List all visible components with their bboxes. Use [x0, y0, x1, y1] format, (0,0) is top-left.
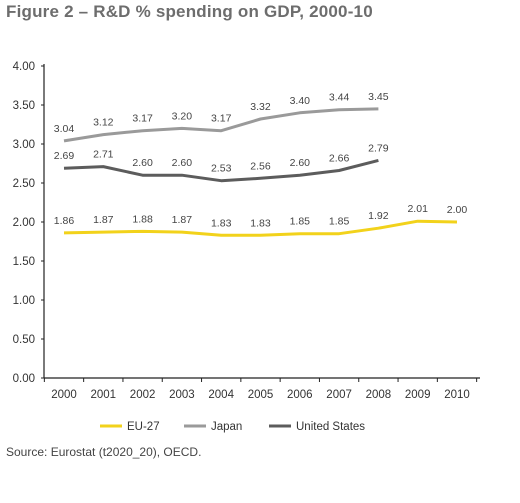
data-label-eu-27: 1.92 [368, 210, 389, 222]
data-label-eu-27: 1.85 [290, 216, 311, 228]
source-note: Source: Eurostat (t2020_20), OECD. [6, 445, 202, 459]
data-label-united-states: 2.56 [250, 160, 271, 172]
data-label-japan: 3.17 [211, 113, 232, 125]
y-tick-label: 1.00 [13, 295, 35, 307]
x-tick-label: 2006 [287, 389, 313, 401]
y-tick-label: 3.50 [13, 100, 35, 112]
data-label-united-states: 2.79 [368, 142, 389, 154]
data-label-united-states: 2.66 [329, 153, 350, 165]
x-tick-label: 2004 [208, 389, 234, 401]
data-label-united-states: 2.60 [290, 157, 311, 169]
x-tick-label: 2010 [444, 389, 470, 401]
data-label-eu-27: 1.85 [329, 216, 350, 228]
data-label-japan: 3.12 [93, 117, 114, 129]
series-line-united-states [63, 158, 379, 183]
series-lines [63, 107, 458, 237]
x-tick-label: 2007 [326, 389, 352, 401]
series-line-eu-27 [63, 219, 458, 237]
y-tick-label: 2.00 [13, 217, 35, 229]
data-label-japan: 3.17 [132, 113, 153, 125]
legend-label-united-states: United States [296, 421, 365, 433]
data-label-eu-27: 1.88 [132, 213, 153, 225]
data-label-united-states: 2.60 [172, 157, 193, 169]
y-tick-label: 0.00 [13, 373, 35, 385]
data-label-japan: 3.04 [54, 123, 75, 135]
data-label-japan: 3.45 [368, 91, 389, 103]
data-label-japan: 3.32 [250, 101, 271, 113]
data-labels: 1.86 1.87 1.88 1.87 1.83 1.83 1.85 1.85 1.92 2.01… [54, 91, 468, 229]
data-label-japan: 3.40 [290, 95, 311, 107]
data-label-eu-27: 1.87 [93, 214, 114, 226]
legend-label-japan: Japan [211, 421, 242, 433]
y-tick-label: 2.50 [13, 178, 35, 190]
data-label-united-states: 2.60 [132, 157, 153, 169]
data-label-eu-27: 1.87 [172, 214, 193, 226]
data-label-eu-27: 1.83 [211, 217, 232, 229]
x-tick-label: 2001 [91, 389, 117, 401]
data-label-japan: 3.20 [172, 110, 193, 122]
data-label-eu-27: 1.86 [54, 215, 75, 227]
x-tick-label: 2002 [130, 389, 156, 401]
legend: EU-27 Japan United States [100, 421, 365, 433]
chart-title: Figure 2 – R&D % spending on GDP, 2000-1… [6, 2, 373, 21]
data-label-eu-27: 2.00 [447, 204, 468, 216]
data-label-japan: 3.44 [329, 92, 350, 104]
y-tick-label: 3.00 [13, 139, 35, 151]
x-tick-label: 2000 [51, 389, 77, 401]
data-label-united-states: 2.71 [93, 149, 114, 161]
x-axis-ticks: 2000 2001 2002 2003 2004 2005 2006 2007 2008 2009… [43, 378, 478, 401]
legend-label-eu-27: EU-27 [127, 421, 160, 433]
data-label-eu-27: 1.83 [250, 217, 271, 229]
data-label-united-states: 2.69 [54, 150, 75, 162]
x-tick-label: 2009 [405, 389, 431, 401]
line-chart: 0.00 0.50 1.00 1.50 2.00 2.50 3.00 3.50 4.00 200… [13, 61, 480, 433]
data-label-united-states: 2.53 [211, 163, 232, 175]
x-tick-label: 2008 [366, 389, 392, 401]
data-label-eu-27: 2.01 [407, 203, 428, 215]
x-tick-label: 2003 [169, 389, 195, 401]
y-axis-ticks: 0.00 0.50 1.00 1.50 2.00 2.50 3.00 3.50 4.00 [13, 61, 44, 385]
y-tick-label: 0.50 [13, 334, 35, 346]
axes [43, 64, 480, 379]
y-tick-label: 1.50 [13, 256, 35, 268]
x-tick-label: 2005 [248, 389, 274, 401]
series-line-japan [63, 107, 379, 143]
y-tick-label: 4.00 [13, 61, 35, 73]
